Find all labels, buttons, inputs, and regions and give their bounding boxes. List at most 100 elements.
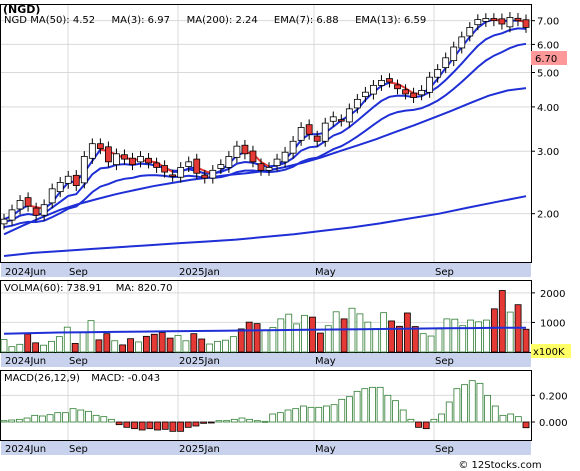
macd-bar-positive (38, 415, 46, 423)
candle-up (370, 84, 377, 95)
price-legend: NGD MA(50): 4.52 MA(3): 6.97 MA(200): 2.24 E… (4, 15, 426, 26)
macd-bar-positive (15, 418, 23, 423)
legend-item-1: MACD: -0.043 (91, 373, 160, 384)
macd-bar-positive (23, 417, 31, 423)
ema7-line (3, 27, 527, 224)
volume-bar-down (245, 321, 253, 353)
volume-bar-up (293, 323, 301, 353)
volume-bar-up (174, 335, 182, 353)
x-tick-label: 2025Jan (179, 267, 220, 278)
macd-bar-positive (269, 413, 277, 423)
volume-bar-up (229, 336, 237, 353)
volume-bar-up (55, 336, 63, 353)
volume-bar-down (253, 323, 261, 353)
macd-bar-positive (445, 401, 453, 423)
macd-bar-positive (31, 414, 39, 423)
macd-bar-positive (461, 384, 468, 423)
ma200-line (3, 195, 527, 257)
candle-down (72, 174, 80, 186)
volume-bar-up (475, 321, 482, 353)
volume-ma-polyline (3, 326, 527, 335)
volume-bar-up (364, 321, 372, 353)
volume-bar-down (237, 328, 245, 353)
ma3-segment (260, 160, 270, 168)
x-tick-label: 2025Jan (179, 356, 220, 367)
volume-bar-up (301, 314, 308, 353)
macd-bar-positive (276, 412, 284, 423)
volume-bar-up (451, 318, 459, 353)
x-tick-label: 2024Jun (5, 356, 46, 367)
volume-bar-down (158, 332, 166, 353)
candle-up (16, 200, 24, 210)
volume-bar-up (63, 326, 71, 353)
macd-bar-positive (369, 386, 376, 423)
candle-down (169, 174, 177, 177)
macd-panel: 0.200 0.000 2024Jun Sep 2025Jan May Sep MACD(… (0, 370, 568, 455)
macd-bar-positive (315, 406, 323, 423)
legend-item-2: MA(3): 6.97 (112, 15, 170, 26)
candle-down (32, 207, 40, 216)
volume-bar-up (427, 335, 435, 353)
volume-bar-up (467, 319, 475, 353)
candle-down (305, 124, 313, 135)
y-tick-label: 0.000 (539, 418, 568, 429)
macd-bar-positive (307, 406, 315, 423)
macd-bar-negative (200, 421, 207, 424)
y-tick-label: 4.00 (537, 103, 559, 114)
candle-down (241, 144, 249, 155)
macd-bar-negative (184, 421, 192, 428)
candle-up (233, 145, 241, 158)
x-tick-label: Sep (435, 444, 454, 455)
candle-down (96, 143, 104, 150)
candle-up (185, 161, 193, 167)
y-tick-label: 2.00 (537, 210, 559, 221)
macd-bar-positive (215, 420, 223, 423)
candle-down (129, 157, 136, 166)
macd-bars (0, 380, 530, 432)
macd-bar-positive (484, 394, 492, 423)
macd-bar-positive (346, 396, 353, 423)
candle-up (482, 18, 490, 22)
macd-bar-negative (123, 421, 131, 428)
candle-up (0, 218, 8, 225)
candle-up (8, 209, 16, 221)
macd-bar-positive (8, 419, 16, 423)
volume-bar-up (0, 339, 8, 353)
candle-up (137, 156, 144, 163)
x-tick-label: Sep (69, 356, 88, 367)
candle-up (345, 108, 353, 123)
macd-x-axis: 2024Jun Sep 2025Jan May Sep (5, 444, 454, 455)
volume-bar-up (506, 311, 514, 353)
macd-bar-positive (62, 412, 69, 423)
x-tick-label: Sep (435, 267, 454, 278)
macd-bar-positive (430, 418, 438, 423)
candle-up (378, 80, 385, 86)
candle-down (121, 154, 128, 160)
volume-bar-down (490, 308, 498, 353)
price-y-axis: 7.00 6.00 5.00 4.00 3.00 2.00 (531, 17, 559, 221)
macd-bar-positive (330, 404, 338, 423)
volume-bar-down (103, 333, 111, 353)
candle-up (426, 76, 434, 93)
y-tick-label: 7.00 (537, 17, 559, 28)
volume-bar-down (522, 328, 530, 353)
candle-down (161, 165, 169, 173)
volume-bar-down (166, 337, 174, 353)
volume-bar-down (127, 338, 134, 353)
volume-bar-down (340, 318, 348, 353)
volume-bar-down (24, 333, 32, 353)
candle-up (177, 167, 185, 178)
volume-bar-down (411, 326, 419, 353)
volume-bar-down (32, 342, 40, 353)
ma3-segment (397, 82, 407, 90)
volume-bar-down (142, 335, 150, 353)
macd-bar-negative (161, 421, 169, 430)
macd-bar-negative (192, 421, 200, 427)
ma3-segment (477, 20, 487, 29)
macd-bar-negative (207, 421, 215, 424)
macd-bar-positive (100, 416, 108, 423)
macd-bar-positive (361, 388, 369, 423)
macd-bar-negative (177, 421, 184, 432)
volume-bar-up (332, 311, 340, 353)
volume-bar-up (214, 340, 221, 353)
